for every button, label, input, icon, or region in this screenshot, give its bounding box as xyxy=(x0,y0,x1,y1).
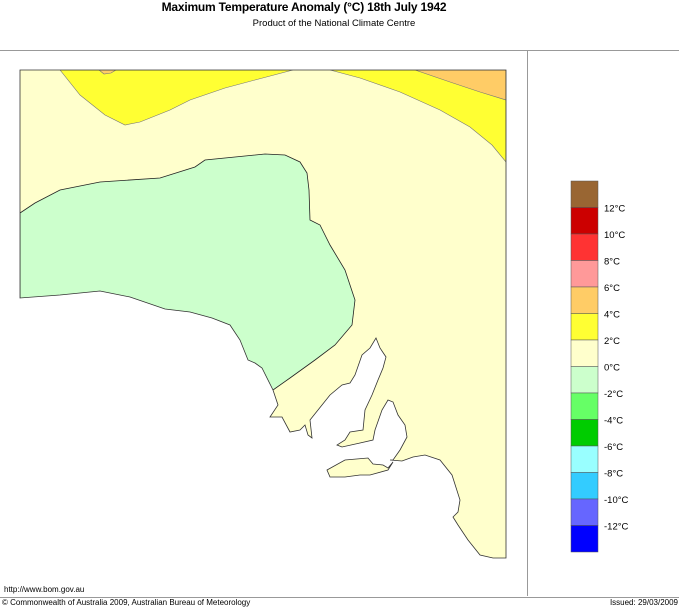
color-legend: 12°C 10°C 8°C 6°C 4°C 2°C 0°C -2°C -4°C -6°C -8°C -… xyxy=(570,180,629,553)
map-land xyxy=(19,69,507,559)
legend-swatch xyxy=(570,525,599,553)
panel-divider xyxy=(527,50,528,596)
region-2-4-east xyxy=(329,70,506,163)
issued-date: Issued: 29/03/2009 xyxy=(609,598,678,607)
legend-swatch xyxy=(570,339,599,367)
legend-label: -8°C xyxy=(604,469,623,480)
chart-frame xyxy=(0,50,679,598)
legend-label: -2°C xyxy=(604,389,623,400)
legend-swatch xyxy=(570,233,599,261)
legend-label: -6°C xyxy=(604,442,623,453)
kangaroo-island xyxy=(326,457,394,478)
legend-swatch xyxy=(570,180,599,208)
copyright-text: © Commonwealth of Australia 2009, Austra… xyxy=(2,598,251,607)
legend-label: -10°C xyxy=(604,495,629,506)
legend-swatch xyxy=(570,445,599,473)
legend-swatch xyxy=(570,392,599,420)
legend-swatch xyxy=(570,313,599,341)
chart-title: Maximum Temperature Anomaly (°C) 18th Ju… xyxy=(161,0,447,14)
legend-swatch xyxy=(570,366,599,394)
region-minus2-0 xyxy=(20,153,356,401)
legend-swatch xyxy=(570,286,599,314)
region-2-4-west xyxy=(59,70,294,126)
legend-swatch xyxy=(570,419,599,447)
legend-label: 0°C xyxy=(604,363,620,374)
legend-swatch xyxy=(570,472,599,500)
region-4-6-east xyxy=(414,70,506,101)
legend-swatch xyxy=(570,260,599,288)
legend-label: -4°C xyxy=(604,416,623,427)
legend-swatch xyxy=(570,498,599,526)
legend-label: 10°C xyxy=(604,230,625,241)
source-url[interactable]: http://www.bom.gov.au xyxy=(4,585,85,594)
legend-label: 12°C xyxy=(604,204,625,215)
chart-subtitle: Product of the National Climate Centre xyxy=(252,18,416,29)
legend-label: 2°C xyxy=(604,336,620,347)
legend-label: 6°C xyxy=(604,283,620,294)
legend-swatch xyxy=(570,207,599,235)
legend-label: 4°C xyxy=(604,310,620,321)
legend-label: 8°C xyxy=(604,257,620,268)
legend-label: -12°C xyxy=(604,522,629,533)
region-4-6-west xyxy=(98,70,118,75)
